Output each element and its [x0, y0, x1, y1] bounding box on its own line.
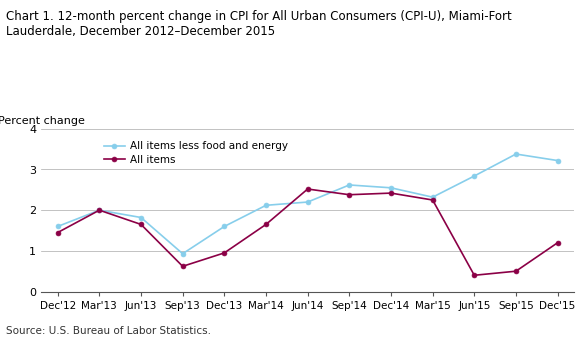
Line: All items less food and energy: All items less food and energy — [55, 152, 560, 256]
All items less food and energy — [221, 224, 228, 228]
Line: All items: All items — [55, 186, 560, 278]
All items — [387, 191, 394, 195]
Text: Percent change: Percent change — [0, 116, 85, 125]
All items — [54, 231, 61, 235]
All items — [263, 222, 270, 226]
All items less food and energy — [54, 224, 61, 228]
All items — [304, 187, 311, 191]
All items — [512, 269, 519, 273]
All items less food and energy — [346, 183, 353, 187]
All items less food and energy — [138, 216, 145, 220]
All items less food and energy — [429, 195, 436, 199]
Text: Chart 1. 12-month percent change in CPI for All Urban Consumers (CPI-U), Miami-F: Chart 1. 12-month percent change in CPI … — [6, 10, 512, 38]
All items less food and energy — [179, 252, 186, 256]
All items — [179, 264, 186, 268]
All items less food and energy — [96, 208, 103, 212]
All items less food and energy — [471, 174, 478, 178]
All items less food and energy — [554, 159, 561, 163]
All items less food and energy — [512, 152, 519, 156]
All items less food and energy — [263, 203, 270, 207]
All items — [471, 273, 478, 277]
All items — [138, 222, 145, 226]
All items less food and energy — [387, 186, 394, 190]
All items — [96, 208, 103, 212]
All items — [429, 198, 436, 202]
Legend: All items less food and energy, All items: All items less food and energy, All item… — [100, 137, 292, 169]
All items — [554, 241, 561, 245]
Text: Source: U.S. Bureau of Labor Statistics.: Source: U.S. Bureau of Labor Statistics. — [6, 326, 211, 336]
All items less food and energy — [304, 200, 311, 204]
All items — [346, 193, 353, 197]
All items — [221, 251, 228, 255]
